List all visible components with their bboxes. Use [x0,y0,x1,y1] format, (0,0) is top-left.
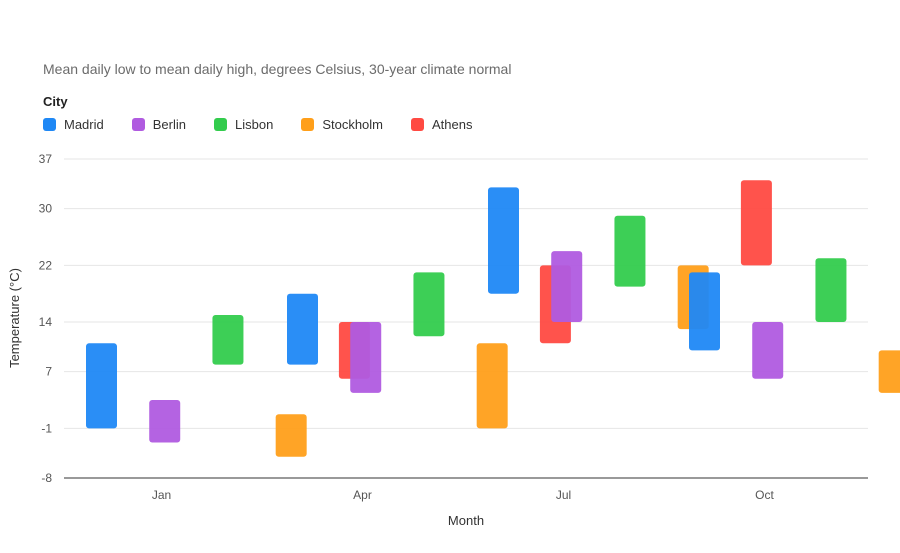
range-bar-stockholm-oct[interactable] [878,350,900,393]
range-bar-berlin-jan[interactable] [149,400,181,443]
chart-subtitle: Mean daily low to mean daily high, degre… [43,61,512,77]
range-bar-berlin-oct[interactable] [752,322,784,379]
legend-swatch [301,118,315,131]
y-tick-label: -8 [41,471,52,485]
range-bar-lisbon-jul[interactable] [614,215,646,287]
range-bar-madrid-oct[interactable] [689,272,720,351]
x-tick-label: Apr [353,488,372,502]
legend-swatch [214,118,227,131]
range-bar-madrid-apr[interactable] [287,293,318,365]
x-tick-label: Jul [556,488,571,502]
y-tick-label: 7 [45,365,52,379]
x-axis-title: Month [448,513,484,528]
y-tick-label: 37 [39,152,53,166]
legend-item-stockholm[interactable]: Stockholm [301,117,383,132]
range-bar-lisbon-oct[interactable] [815,258,847,323]
legend-swatch [411,118,425,131]
y-axis-title: Temperature (°C) [7,268,22,368]
range-bar-stockholm-jan[interactable] [275,414,307,457]
legend-swatch [131,118,145,131]
legend-item-madrid[interactable]: Madrid [43,117,104,132]
legend-item-athens[interactable]: Athens [411,117,473,132]
range-bar-athens-jul[interactable] [740,180,772,266]
legend-swatch [43,118,56,131]
range-bar-berlin-apr[interactable] [350,322,382,393]
range-bar-berlin-jul[interactable] [551,251,583,323]
range-bar-lisbon-apr[interactable] [413,272,445,337]
x-tick-label: Jan [152,488,171,502]
legend-item-lisbon[interactable]: Lisbon [214,117,273,132]
range-bar-madrid-jan[interactable] [86,343,117,429]
bar-layer [86,180,900,457]
axis-layer: -8 -1 7 14 22 30 37 Jan Apr Jul Oct [39,152,868,502]
legend-item-berlin[interactable]: Berlin [131,117,186,132]
legend-title: City [43,94,68,109]
y-tick-label: 30 [39,202,53,216]
range-bar-madrid-jul[interactable] [488,187,519,294]
legend-label: Lisbon [235,117,274,132]
legend-label: Berlin [152,117,186,132]
y-tick-label: -1 [41,421,52,435]
range-bar-lisbon-jan[interactable] [212,314,244,365]
grid-layer [64,158,868,429]
y-tick-label: 14 [39,315,53,329]
legend-label: Athens [432,117,473,132]
x-tick-label: Oct [755,488,774,502]
y-tick-label: 22 [39,258,53,272]
legend-label: Madrid [64,117,104,132]
range-bar-stockholm-apr[interactable] [476,343,508,429]
legend-label: Stockholm [322,117,384,132]
legend: Madrid Berlin Lisbon Stockholm Athens [43,117,501,132]
